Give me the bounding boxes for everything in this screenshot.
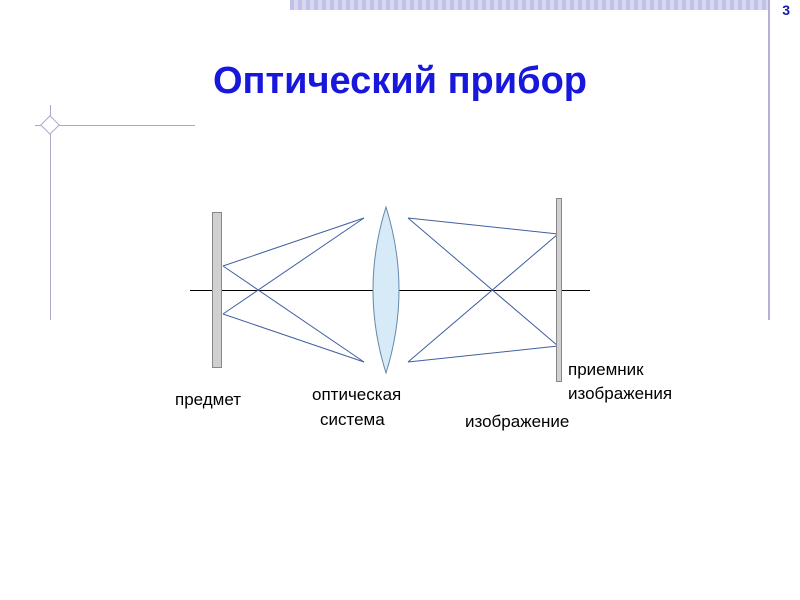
optics-diagram [190,200,590,400]
page-number: 3 [782,2,790,18]
lens-icon [360,205,412,375]
right-border-line [768,0,770,320]
label-receiver-1: приемник [568,360,644,380]
label-optical-system-2: система [320,410,385,430]
page-title: Оптический прибор [0,60,800,103]
decoration-vline [50,105,51,320]
top-pattern-border [290,0,770,10]
label-image: изображение [465,412,569,432]
label-optical-system-1: оптическая [312,385,401,405]
object-bar [212,212,222,368]
decoration-diamond [40,115,60,135]
label-receiver-2: изображения [568,384,672,404]
label-object: предмет [175,390,241,410]
image-bar [556,198,562,382]
